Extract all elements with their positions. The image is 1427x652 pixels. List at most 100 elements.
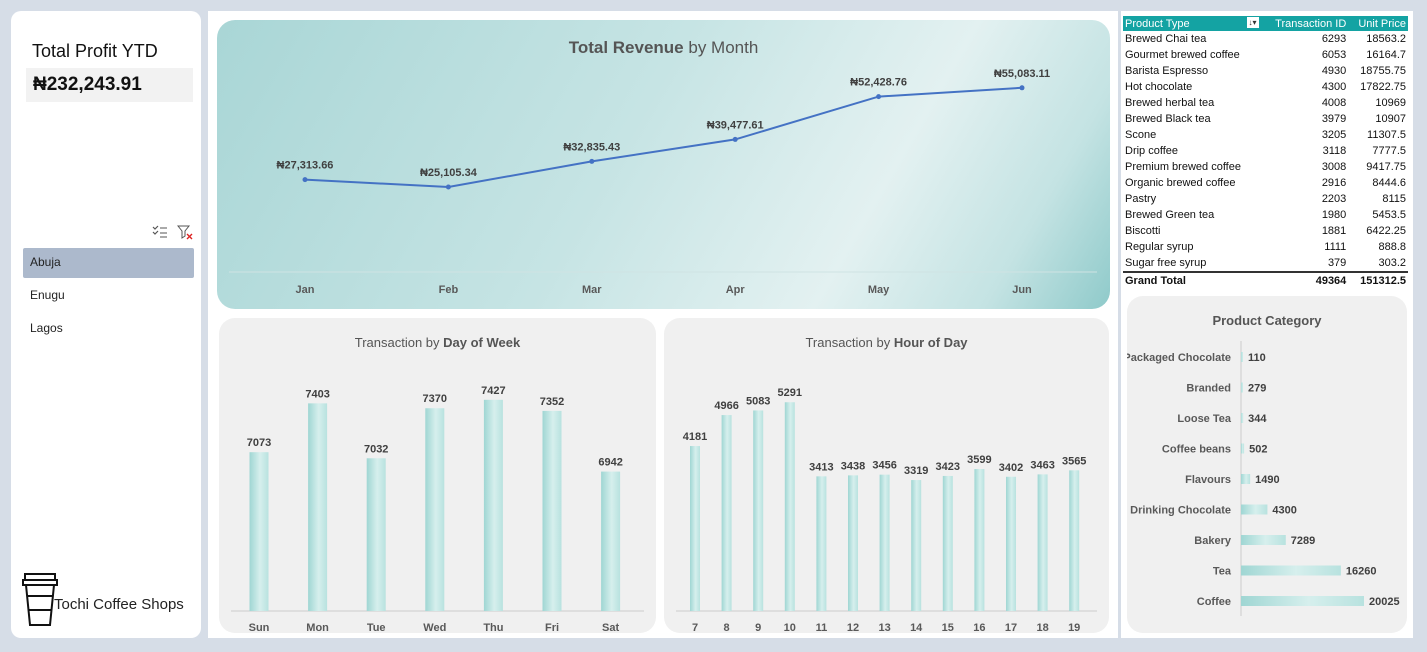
cell-transaction-id: 3205	[1321, 129, 1347, 141]
slicer-item-enugu[interactable]: Enugu	[30, 288, 65, 302]
table-row[interactable]: Pastry 2203 8115	[1123, 191, 1408, 207]
hod-bar	[1069, 470, 1080, 611]
month-tick-label: Feb	[439, 284, 459, 296]
dow-tick-label: Wed	[423, 622, 446, 633]
total-transaction-id: 49364	[1261, 271, 1349, 289]
sort-filter-icon[interactable]: ↓▾	[1246, 17, 1259, 28]
hod-tick-label: 19	[1068, 622, 1080, 633]
column-header-label: Product Type	[1125, 17, 1190, 30]
category-bar	[1241, 443, 1245, 454]
slicer-item-lagos[interactable]: Lagos	[30, 321, 63, 335]
month-tick-label: Jun	[1012, 284, 1032, 296]
hod-tick-label: 10	[784, 622, 796, 633]
dow-bar	[366, 458, 386, 611]
hod-bar	[848, 475, 858, 611]
table-row[interactable]: Brewed Black tea 3979 10907	[1123, 111, 1408, 127]
revenue-data-label: ₦25,105.34	[420, 167, 478, 179]
month-tick-label: Apr	[726, 284, 746, 296]
dow-tick-label: Tue	[367, 622, 386, 633]
hod-bar	[690, 446, 700, 611]
dow-bar	[483, 399, 503, 611]
dow-title-rest: Transaction by	[354, 335, 444, 350]
category-bar	[1241, 474, 1251, 484]
dow-data-label: 7032	[364, 443, 388, 455]
cell-transaction-id: 3008	[1321, 161, 1347, 173]
cell-product-type: Brewed Green tea	[1125, 209, 1215, 221]
dow-data-label: 7370	[423, 393, 447, 405]
table-row[interactable]: Gourmet brewed coffee 6053 16164.7	[1123, 47, 1408, 63]
table-row[interactable]: Organic brewed coffee 2916 8444.6	[1123, 175, 1408, 191]
multi-select-icon[interactable]	[152, 225, 168, 242]
table-row[interactable]: Premium brewed coffee 3008 9417.75	[1123, 159, 1408, 175]
dow-tick-label: Sun	[249, 622, 270, 633]
dow-bar	[308, 403, 328, 611]
coffee-cup-icon	[22, 572, 58, 633]
hod-tick-label: 14	[910, 622, 923, 633]
dow-tick-label: Sat	[602, 622, 619, 633]
clear-filter-icon[interactable]	[176, 225, 193, 243]
category-bar	[1241, 382, 1243, 393]
category-data-label: 110	[1248, 352, 1266, 364]
cell-product-type: Brewed Black tea	[1125, 113, 1211, 125]
category-tick-label: Branded	[1186, 383, 1231, 395]
column-header-unit-price[interactable]: Unit Price	[1348, 16, 1408, 31]
table-row[interactable]: Barista Espresso 4930 18755.75	[1123, 63, 1408, 79]
cell-unit-price: 10907	[1375, 113, 1406, 125]
table-row[interactable]: Regular syrup 1111 888.8	[1123, 239, 1408, 255]
cell-product-type: Scone	[1125, 129, 1157, 141]
dow-data-label: 7403	[305, 388, 329, 400]
table-body: Brewed Chai tea 6293 18563.2 Gourmet brewed…	[1123, 31, 1408, 289]
column-header-product-type[interactable]: Product Type ↓▾	[1123, 16, 1262, 31]
category-bar	[1241, 535, 1286, 545]
table-row[interactable]: Brewed Chai tea 6293 18563.2	[1123, 31, 1408, 47]
day-of-week-panel: Transaction by Day of Week 7073 Sun 7403 Mo…	[219, 318, 656, 633]
cell-product-type: Sugar free syrup	[1125, 257, 1207, 269]
charts-area: Total Revenue by Month ₦27,313.66 Jan ₦25,…	[208, 11, 1118, 638]
dow-bar-chart: 7073 Sun 7403 Mon 7032 Tue 7370 Wed 7427 Thu 7352 F…	[231, 385, 644, 633]
table-row[interactable]: Brewed Green tea 1980 5453.5	[1123, 207, 1408, 223]
table-row[interactable]: Drip coffee 3118 7777.5	[1123, 143, 1408, 159]
hod-bar	[784, 402, 795, 611]
table-row[interactable]: Sugar free syrup 379 303.2	[1123, 255, 1408, 272]
revenue-data-label: ₦55,083.11	[994, 68, 1050, 80]
hod-tick-label: 15	[942, 622, 954, 633]
category-data-label: 16260	[1346, 566, 1377, 578]
hod-bar-chart: 4181 7 4966 8 5083 9 5291 10 3413 11 3438 12 3456 13 3…	[676, 387, 1097, 633]
category-data-label: 20025	[1369, 596, 1400, 608]
category-data-label: 1490	[1255, 474, 1279, 486]
cell-unit-price: 18563.2	[1366, 33, 1406, 45]
dow-data-label: 6942	[598, 457, 622, 469]
product-pivot-table: Product Type ↓▾ Transaction ID Unit Price…	[1123, 16, 1408, 289]
hod-data-label: 4966	[714, 400, 738, 412]
hod-data-label: 3565	[1062, 455, 1086, 467]
hod-tick-label: 13	[878, 622, 890, 633]
slicer-item-abuja[interactable]: Abuja	[23, 248, 194, 278]
grand-total-row: Grand Total 49364 151312.5	[1123, 271, 1408, 289]
revenue-data-label: ₦39,477.61	[707, 119, 764, 131]
table-row[interactable]: Brewed herbal tea 4008 10969	[1123, 95, 1408, 111]
hod-tick-label: 11	[816, 622, 828, 633]
column-header-transaction-id[interactable]: Transaction ID	[1261, 16, 1349, 31]
cell-transaction-id: 2203	[1321, 193, 1347, 205]
dow-data-label: 7427	[481, 385, 505, 397]
cell-product-type: Brewed herbal tea	[1125, 97, 1215, 109]
hod-bar	[942, 475, 953, 611]
hod-tick-label: 17	[1005, 622, 1017, 633]
category-data-label: 344	[1248, 413, 1267, 425]
hod-chart-title: Transaction by Hour of Day	[664, 335, 1109, 350]
hour-of-day-panel: Transaction by Hour of Day 4181 7 4966 8 508…	[664, 318, 1109, 633]
table-row[interactable]: Scone 3205 11307.5	[1123, 127, 1408, 143]
hod-title-bold: Hour of Day	[893, 335, 968, 350]
kpi-card	[26, 68, 193, 102]
cell-transaction-id: 4300	[1321, 81, 1347, 93]
table-row[interactable]: Biscotti 1881 6422.25	[1123, 223, 1408, 239]
dow-tick-label: Fri	[545, 622, 559, 633]
table-row[interactable]: Hot chocolate 4300 17822.75	[1123, 79, 1408, 95]
cell-unit-price: 17822.75	[1360, 81, 1406, 93]
revenue-data-label: ₦32,835.43	[563, 141, 620, 153]
revenue-data-label: ₦52,428.76	[850, 77, 907, 89]
category-tick-label: Bakery	[1194, 535, 1232, 547]
cell-product-type: Drip coffee	[1125, 145, 1178, 157]
cell-product-type: Gourmet brewed coffee	[1125, 49, 1240, 61]
hod-tick-label: 16	[973, 622, 985, 633]
